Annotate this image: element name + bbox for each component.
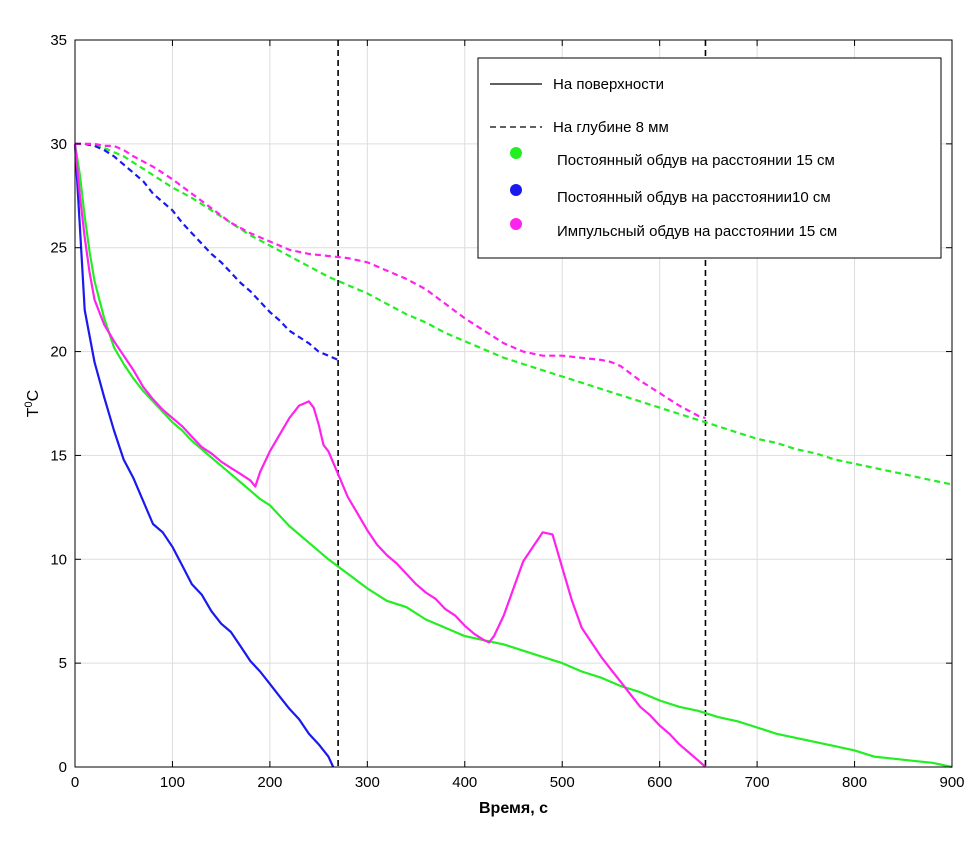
x-tick-label: 300 xyxy=(355,774,380,791)
x-tick-label: 700 xyxy=(745,774,770,791)
x-tick-label: 800 xyxy=(842,774,867,791)
x-tick-label: 500 xyxy=(550,774,575,791)
legend-label: Импульсный обдув на расстоянии 15 см xyxy=(557,223,837,240)
series-line xyxy=(73,143,335,768)
legend-label: На глубине 8 мм xyxy=(553,119,669,136)
x-tick-label: 200 xyxy=(257,774,282,791)
y-tick-label: 5 xyxy=(59,655,67,672)
series-line xyxy=(75,142,339,361)
legend-marker xyxy=(510,218,522,230)
legend-label: На поверхности xyxy=(553,76,664,93)
legend-label: Постоянный обдув на расстоянии 15 см xyxy=(557,152,835,169)
legend-box xyxy=(477,57,942,259)
x-tick-label: 400 xyxy=(452,774,477,791)
legend-label: Постоянный обдув на расстоянии10 см xyxy=(557,189,831,206)
y-tick-label: 30 xyxy=(50,136,67,153)
axis-ticks: 0 100 200 300 400 500 600 700 800 900 0 5 10 15 20 25 30… xyxy=(50,32,964,791)
y-tick-label: 15 xyxy=(50,447,67,464)
series-line xyxy=(73,143,707,768)
x-tick-label: 0 xyxy=(71,774,79,791)
x-tick-label: 100 xyxy=(160,774,185,791)
legend-marker xyxy=(510,147,522,159)
series-lines xyxy=(73,142,953,769)
x-axis-title: Время, с xyxy=(479,800,548,817)
y-tick-label: 0 xyxy=(59,759,67,776)
series-line xyxy=(75,142,953,486)
legend-marker xyxy=(510,184,522,196)
y-tick-label: 35 xyxy=(50,32,67,49)
legend: На поверхности На глубине 8 мм Постоянный … xyxy=(477,57,942,259)
y-tick-label: 25 xyxy=(50,240,67,257)
series-line xyxy=(73,143,953,769)
x-tick-label: 900 xyxy=(939,774,964,791)
y-axis-title: T0C xyxy=(23,390,42,417)
x-tick-label: 600 xyxy=(647,774,672,791)
plot-frame xyxy=(74,39,953,768)
y-tick-label: 20 xyxy=(50,344,67,361)
y-tick-label: 10 xyxy=(50,551,67,568)
series-line xyxy=(75,142,706,420)
